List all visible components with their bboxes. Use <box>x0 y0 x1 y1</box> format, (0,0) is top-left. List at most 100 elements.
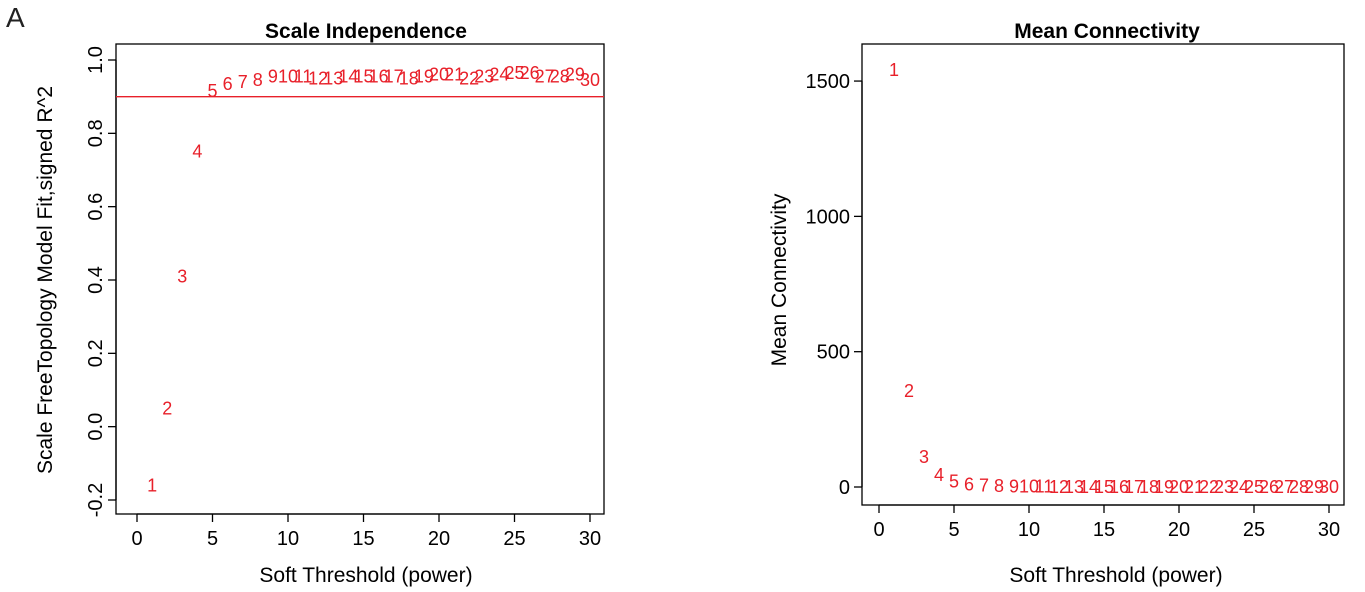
data-point-label: 22 <box>1199 477 1219 497</box>
data-point-label: 25 <box>1244 477 1264 497</box>
plot-frame <box>115 43 605 515</box>
data-point-label: 3 <box>177 266 187 286</box>
y-tick-label: 0.4 <box>85 266 107 294</box>
y-tick-label: 0 <box>839 477 850 499</box>
scale-independence-plot: Scale Independence Soft Threshold (power… <box>34 20 605 587</box>
data-point-label: 13 <box>1064 477 1084 497</box>
data-point-label: 11 <box>1035 477 1054 497</box>
y-tick-label: 1.0 <box>85 46 107 74</box>
data-point-label: 15 <box>1094 477 1114 497</box>
data-point-label: 15 <box>353 67 373 87</box>
plot-frame <box>861 43 1345 506</box>
data-point-label: 20 <box>429 65 449 85</box>
data-point-label: 27 <box>535 67 555 87</box>
data-point-label: 8 <box>994 476 1004 496</box>
data-point-label: 24 <box>1229 477 1249 497</box>
x-tick-label: 25 <box>1243 519 1265 541</box>
data-point-label: 28 <box>550 67 570 87</box>
data-point-label: 10 <box>278 67 298 87</box>
data-point-label: 30 <box>580 70 600 90</box>
x-axis-label: Soft Threshold (power) <box>259 564 472 587</box>
data-point-label: 4 <box>934 465 944 485</box>
data-point-label: 19 <box>414 67 434 87</box>
x-tick-label: 0 <box>131 528 142 550</box>
data-point-label: 23 <box>474 67 494 87</box>
y-axis-label: Mean Connectivity <box>768 193 791 366</box>
x-axis-label: Soft Threshold (power) <box>1009 564 1222 587</box>
y-tick-label: 1500 <box>806 71 851 93</box>
y-tick-label: 0.6 <box>85 193 107 221</box>
x-tick-label: 20 <box>1168 519 1190 541</box>
data-point-label: 7 <box>238 72 248 92</box>
data-point-label: 7 <box>979 475 989 495</box>
data-point-label: 29 <box>1304 477 1324 497</box>
data-point-label: 27 <box>1274 477 1294 497</box>
data-point-label: 3 <box>919 447 929 467</box>
y-tick-label: 0.8 <box>85 119 107 147</box>
panel-label: A <box>6 2 25 33</box>
chart-title: Scale Independence <box>265 20 467 43</box>
data-point-label: 9 <box>268 67 278 87</box>
x-tick-label: 15 <box>352 528 374 550</box>
data-point-label: 6 <box>964 474 974 494</box>
x-axis: 0 5 10 15 20 25 30 <box>131 513 601 550</box>
data-point-label: 21 <box>1184 477 1204 497</box>
x-tick-label: 20 <box>428 528 450 550</box>
data-point-label: 14 <box>338 67 358 87</box>
data-point-label: 8 <box>253 70 263 90</box>
data-point-label: 12 <box>308 68 328 88</box>
y-tick-label: -0.2 <box>85 483 107 517</box>
data-point-label: 23 <box>1214 477 1234 497</box>
data-point-label: 26 <box>1259 477 1279 497</box>
data-point-label: 20 <box>1169 477 1189 497</box>
data-point-label: 16 <box>369 67 389 87</box>
y-tick-label: 1000 <box>806 206 851 228</box>
data-point-label: 12 <box>1049 477 1069 497</box>
data-point-label: 22 <box>459 68 479 88</box>
data-point-label: 9 <box>1009 476 1019 496</box>
x-tick-label: 0 <box>873 519 884 541</box>
data-point-label: 5 <box>207 81 217 101</box>
x-tick-label: 5 <box>948 519 959 541</box>
data-point-label: 18 <box>399 68 419 88</box>
data-point-label: 13 <box>323 68 343 88</box>
mean-connectivity-plot: Mean Connectivity Soft Threshold (power)… <box>768 20 1345 587</box>
chart-title: Mean Connectivity <box>1014 20 1200 43</box>
data-point-label: 2 <box>162 398 172 418</box>
x-tick-label: 25 <box>503 528 525 550</box>
data-point-label: 5 <box>949 472 959 492</box>
data-point-label: 10 <box>1019 477 1039 497</box>
y-axis: 0 500 1000 1500 <box>806 71 863 499</box>
y-axis-label: Scale FreeTopology Model Fit,signed R^2 <box>34 86 57 474</box>
data-point-label: 29 <box>565 65 585 85</box>
x-tick-label: 10 <box>277 528 299 550</box>
x-tick-label: 5 <box>207 528 218 550</box>
x-axis: 0 5 10 15 20 25 30 <box>873 504 1340 541</box>
data-point-label: 2 <box>904 381 914 401</box>
y-tick-label: 0.0 <box>85 413 107 441</box>
data-point-label: 18 <box>1139 477 1159 497</box>
data-point-label: 19 <box>1154 477 1174 497</box>
x-tick-label: 10 <box>1018 519 1040 541</box>
data-point-label: 16 <box>1109 477 1129 497</box>
data-point-label: 24 <box>489 65 509 85</box>
data-point-label: 25 <box>504 63 524 83</box>
data-point-label: 26 <box>520 63 540 83</box>
data-point-label: 14 <box>1079 477 1099 497</box>
data-point-label: 1 <box>147 475 157 495</box>
data-point-label: 4 <box>192 142 202 162</box>
data-point-label: 21 <box>444 65 464 85</box>
data-point-label: 17 <box>384 67 404 87</box>
y-tick-label: 500 <box>817 342 850 364</box>
data-point-label: 6 <box>223 74 233 94</box>
x-tick-label: 15 <box>1093 519 1115 541</box>
x-tick-label: 30 <box>579 528 601 550</box>
y-tick-label: 0.2 <box>85 339 107 367</box>
data-point-label: 30 <box>1319 477 1339 497</box>
data-point-label: 11 <box>294 67 313 87</box>
data-point-label: 28 <box>1289 477 1309 497</box>
y-axis: -0.2 0.0 0.2 0.4 0.6 0.8 1.0 <box>85 46 117 517</box>
x-tick-label: 30 <box>1318 519 1340 541</box>
